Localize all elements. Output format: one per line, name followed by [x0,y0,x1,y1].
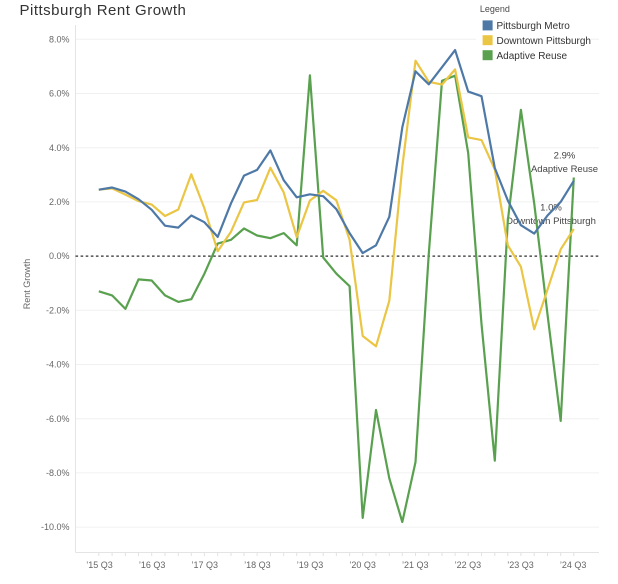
svg-text:’18 Q3: ’18 Q3 [244,560,271,570]
svg-text:-10.0%: -10.0% [41,522,70,532]
svg-text:’19 Q3: ’19 Q3 [297,560,324,570]
svg-text:4.0%: 4.0% [49,143,70,153]
svg-text:0.0%: 0.0% [49,251,70,261]
svg-text:-4.0%: -4.0% [46,360,70,370]
svg-text:-8.0%: -8.0% [46,468,70,478]
svg-text:1.0%: 1.0% [540,203,562,214]
svg-text:’16 Q3: ’16 Q3 [139,560,166,570]
svg-text:Downtown Pittsburgh: Downtown Pittsburgh [497,36,592,47]
svg-text:-2.0%: -2.0% [46,305,70,315]
svg-text:’23 Q3: ’23 Q3 [507,560,534,570]
svg-text:Downtown Pittsburgh: Downtown Pittsburgh [506,216,596,227]
svg-text:’20 Q3: ’20 Q3 [349,560,376,570]
svg-text:’22 Q3: ’22 Q3 [455,560,482,570]
svg-text:-6.0%: -6.0% [46,414,70,424]
svg-text:Adaptive Reuse: Adaptive Reuse [497,51,568,62]
svg-text:2.0%: 2.0% [49,197,70,207]
svg-text:’24 Q3: ’24 Q3 [560,560,587,570]
svg-text:8.0%: 8.0% [49,34,70,44]
svg-text:Adaptive Reuse: Adaptive Reuse [531,164,598,175]
svg-text:Pittsburgh Rent Growth: Pittsburgh Rent Growth [20,2,187,19]
svg-text:Legend: Legend [480,4,510,14]
svg-text:Rent Growth: Rent Growth [22,259,32,310]
svg-text:Pittsburgh Metro: Pittsburgh Metro [497,21,571,32]
svg-text:2.9%: 2.9% [554,151,576,162]
svg-text:’17 Q3: ’17 Q3 [192,560,219,570]
svg-text:’15 Q3: ’15 Q3 [86,560,113,570]
svg-text:6.0%: 6.0% [49,89,70,99]
svg-text:’21 Q3: ’21 Q3 [402,560,429,570]
